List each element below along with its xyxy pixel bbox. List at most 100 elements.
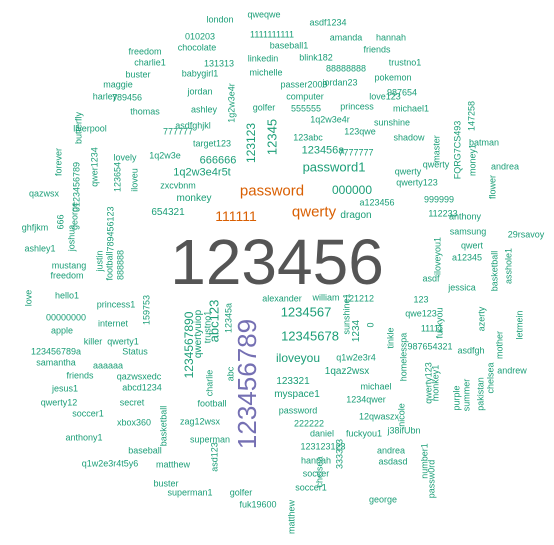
cloud-word: homelesspa — [398, 332, 409, 382]
cloud-word: babygirl1 — [181, 68, 219, 79]
cloud-word: abc — [225, 366, 236, 382]
cloud-word: michael1 — [392, 103, 430, 114]
cloud-word: harley — [92, 91, 118, 102]
cloud-word: fuckyou — [434, 307, 445, 339]
cloud-word: Status — [122, 346, 148, 357]
cloud-word: dragon — [340, 210, 372, 221]
cloud-word: 123456789a — [30, 346, 82, 357]
cloud-word: hello1 — [54, 290, 80, 301]
cloud-word: qwerty12 — [40, 397, 78, 408]
cloud-word: justin — [94, 250, 105, 272]
cloud-word: friends — [363, 44, 391, 55]
cloud-word: 12345 — [264, 118, 280, 156]
cloud-word: asdf — [422, 273, 440, 284]
cloud-word: 12345a — [223, 302, 234, 334]
cloud-word: killer — [83, 336, 103, 347]
cloud-word: chelsea — [314, 456, 325, 488]
cloud-word: alexander — [262, 293, 302, 304]
cloud-word: 159753 — [141, 294, 152, 326]
cloud-word: number1 — [419, 443, 430, 479]
cloud-word: matthew — [155, 459, 191, 470]
cloud-word: password — [239, 182, 305, 200]
cloud-word: zag12wsx — [179, 416, 221, 427]
cloud-word: soccer1 — [295, 482, 327, 493]
cloud-word: qwerty — [422, 159, 450, 170]
cloud-word: anthony1 — [65, 432, 103, 443]
cloud-word: xbox360 — [116, 417, 152, 428]
cloud-word: soccer — [302, 468, 330, 479]
cloud-word: 0 — [365, 322, 376, 328]
cloud-word: qweqwe — [247, 9, 281, 20]
cloud-word: william — [312, 292, 340, 303]
cloud-word: pokemon — [374, 72, 412, 83]
cloud-word: zxcvbnm — [160, 180, 196, 191]
cloud-word: buster — [153, 478, 179, 489]
cloud-word: password1 — [302, 159, 366, 175]
cloud-word: ghfjkm — [21, 222, 49, 233]
cloud-word: andrea — [490, 161, 520, 172]
cloud-word: q1w2e3r4t5y6 — [81, 458, 139, 469]
cloud-word: myspace1 — [274, 389, 320, 400]
cloud-word: 112233 — [428, 208, 458, 219]
cloud-word: qazwsxedc — [116, 371, 162, 382]
cloud-word: london — [206, 14, 234, 25]
cloud-word: samantha — [36, 357, 76, 368]
cloud-word: apple — [50, 325, 74, 336]
cloud-word: love — [23, 289, 34, 307]
cloud-word: 789456 — [111, 92, 143, 103]
cloud-word: daniel — [309, 428, 335, 439]
cloud-word: 222222 — [293, 418, 325, 429]
cloud-word: george — [368, 494, 398, 505]
cloud-word: qwerty1 — [107, 336, 139, 347]
cloud-word: 888888 — [115, 249, 126, 281]
cloud-word: 1111111111 — [249, 29, 295, 40]
cloud-word: soccer1 — [72, 408, 104, 419]
cloud-word: 88888888 — [325, 63, 367, 74]
cloud-word: 147258 — [466, 100, 477, 132]
cloud-word: secret — [119, 397, 145, 408]
cloud-word: jordan23 — [322, 77, 358, 88]
cloud-word: jessica — [448, 282, 476, 293]
cloud-word: mustang — [51, 260, 87, 271]
cloud-word: 555555 — [290, 103, 322, 114]
cloud-word: charlie — [204, 369, 215, 397]
cloud-word: chocolate — [177, 42, 217, 53]
cloud-word: football — [197, 398, 227, 409]
cloud-word: 666666 — [199, 154, 237, 167]
cloud-word: fuk19600 — [239, 499, 277, 510]
cloud-word: asd123 — [209, 442, 220, 472]
cloud-word: 1qaz2wsx — [324, 366, 370, 377]
cloud-word: 123123123 — [300, 441, 346, 452]
cloud-word: 010203 — [184, 31, 216, 42]
cloud-word: 123654 — [112, 161, 123, 193]
cloud-word: baseball1 — [269, 40, 309, 51]
cloud-word: ashley — [190, 104, 218, 115]
cloud-word: summer — [461, 378, 472, 412]
cloud-word: 123456 — [170, 226, 384, 298]
cloud-word: football — [104, 251, 115, 281]
cloud-word: internet — [97, 318, 129, 329]
cloud-word: computer — [286, 91, 324, 102]
cloud-word: 1234qwer — [346, 394, 386, 405]
cloud-word: 00000000 — [45, 312, 87, 323]
cloud-word: money1 — [467, 143, 478, 177]
cloud-word: amanda — [329, 32, 363, 43]
cloud-word: asdasd — [378, 456, 408, 467]
cloud-word: monkey — [176, 193, 212, 204]
cloud-word: 1q2w3e — [149, 150, 181, 161]
cloud-word: 123 — [413, 294, 429, 305]
cloud-word: flower — [487, 174, 498, 200]
cloud-word: 987654 — [386, 87, 418, 98]
cloud-word: friends — [66, 370, 94, 381]
cloud-word: golfer — [229, 487, 253, 498]
cloud-word: abcd1234 — [122, 382, 162, 393]
cloud-word: 1g2w3e4r — [226, 83, 237, 123]
cloud-word: lovely — [113, 152, 137, 163]
cloud-word: aaaaaa — [92, 360, 124, 371]
cloud-word: freedom — [50, 270, 84, 281]
cloud-word: 11111 — [420, 323, 444, 334]
cloud-word: FQRG7CS493 — [452, 120, 463, 180]
cloud-word: trustno1 — [388, 57, 422, 68]
cloud-word: mother — [494, 330, 505, 360]
